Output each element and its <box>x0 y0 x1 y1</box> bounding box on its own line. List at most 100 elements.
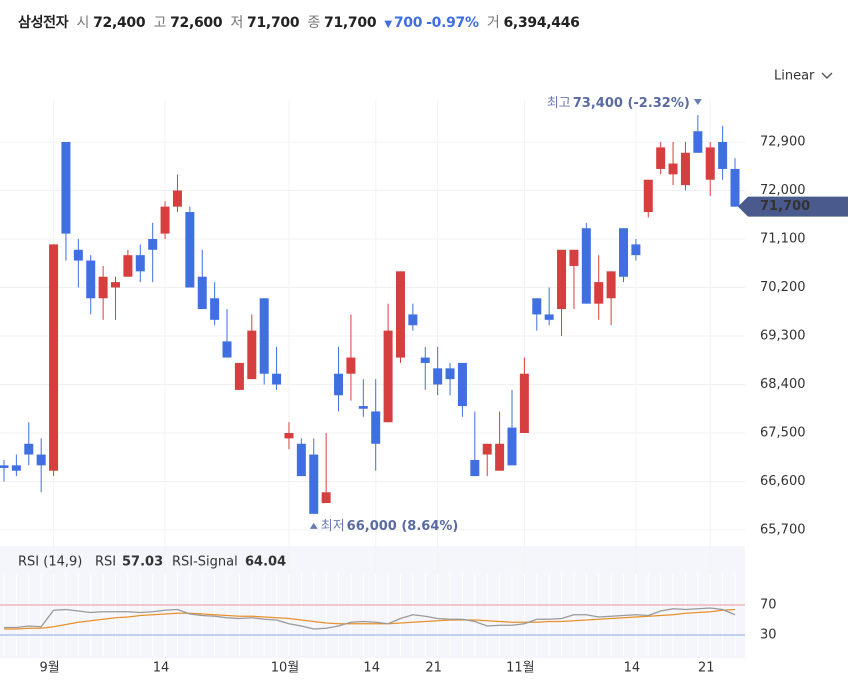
rsi-panel <box>0 546 745 658</box>
candle-body <box>197 276 207 310</box>
candle-body <box>606 271 616 299</box>
x-tick-label: 21 <box>425 661 442 676</box>
candle-body <box>557 249 567 310</box>
candle-body <box>631 244 641 256</box>
annotation: 최저 66,000 (8.64%) <box>309 518 459 533</box>
y-tick-label: 68,400 <box>760 377 806 392</box>
candle-body <box>247 330 257 380</box>
candle-body <box>185 212 195 288</box>
candle-body <box>470 459 480 477</box>
candle-body <box>172 190 182 207</box>
candle-body <box>519 373 529 433</box>
candle-body <box>668 163 678 175</box>
candle-body <box>210 298 220 320</box>
candle-body <box>135 255 145 272</box>
candle-body <box>358 406 368 409</box>
x-tick-label: 14 <box>363 661 380 676</box>
annotation-label: 최고 <box>547 96 571 111</box>
annotation-label: 최저 <box>321 518 345 533</box>
change-pct: -0.97% <box>426 15 479 31</box>
candle-body <box>11 465 21 471</box>
candle-body <box>371 411 381 444</box>
candle-body <box>433 368 443 385</box>
price-tag-label: 71,700 <box>760 199 810 214</box>
x-tick-label: 11월 <box>506 661 535 676</box>
rsi-title: RSI (14,9) <box>18 555 82 570</box>
chevron[interactable] <box>821 72 833 79</box>
close: 71,700 <box>324 15 377 31</box>
price-tag <box>738 196 848 217</box>
annotation-text: 최저 66,000 (8.64%) <box>321 518 459 533</box>
candle-body <box>581 228 591 304</box>
down-arrow: ▼ <box>384 19 392 30</box>
marker <box>309 522 318 529</box>
candle-body <box>569 249 579 266</box>
y-tick-label: 71,100 <box>760 232 806 247</box>
scale-selector[interactable]: Linear <box>774 69 815 84</box>
x-tick-label: 14 <box>153 661 170 676</box>
annotation-text: 최고 73,400 (-2.32%) <box>547 96 690 111</box>
change: 700 <box>393 15 423 31</box>
candle-body <box>73 249 83 261</box>
label: 저 <box>230 15 244 31</box>
candle-body <box>594 282 604 304</box>
candle-body <box>309 454 319 514</box>
candle-body <box>532 298 542 315</box>
rsi-line <box>4 608 736 630</box>
candle-body <box>408 314 418 326</box>
volume: 6,394,446 <box>503 15 580 31</box>
candle-body <box>234 362 244 390</box>
candle-body <box>284 433 294 439</box>
y-tick-label: 72,900 <box>760 135 806 150</box>
y-tick-label: 65,700 <box>760 523 806 538</box>
candle-body <box>123 255 133 277</box>
candle-body <box>730 168 740 207</box>
candle-body <box>321 492 331 504</box>
x-tick-label: 10월 <box>271 661 300 676</box>
stock-name: 삼성전자 <box>18 15 69 31</box>
candle-body <box>395 271 405 358</box>
candle-body <box>259 298 269 374</box>
candle-body <box>693 131 703 153</box>
label: 종 <box>307 15 321 31</box>
candle-body <box>544 314 554 320</box>
candle-body <box>24 443 34 455</box>
candle-body <box>272 373 282 385</box>
x-tick-label: 14 <box>624 661 641 676</box>
candle-body <box>656 147 666 169</box>
rsi-tick-label: 30 <box>760 628 777 643</box>
annotation: 최고 73,400 (-2.32%) <box>547 96 702 111</box>
candle-body <box>222 341 232 358</box>
y-tick-label: 69,300 <box>760 329 806 344</box>
candle-body <box>49 244 59 471</box>
candle-body <box>507 427 517 466</box>
candle-body <box>98 276 108 299</box>
annotation-value: 73,400 (-2.32%) <box>573 96 690 111</box>
candle-body <box>160 206 170 234</box>
candle-body <box>346 357 356 374</box>
candle-body <box>36 454 46 466</box>
candle-body <box>445 368 455 380</box>
x-tick-label: 9월 <box>39 661 59 676</box>
legend-name: RSI <box>95 555 116 570</box>
marker <box>693 99 702 106</box>
rsi-line <box>4 607 736 630</box>
high: 72,600 <box>170 15 223 31</box>
low: 71,700 <box>247 15 300 31</box>
y-tick-label: 66,600 <box>760 474 806 489</box>
label: 고 <box>153 15 167 31</box>
label: 거 <box>486 15 500 31</box>
y-tick-label: 72,000 <box>760 183 806 198</box>
open: 72,400 <box>93 15 146 31</box>
candle-body <box>0 465 9 469</box>
label: 시 <box>76 15 90 31</box>
candle-body <box>296 443 306 477</box>
candle-body <box>148 239 158 250</box>
candle-body <box>680 152 690 186</box>
legend-value: 64.04 <box>245 555 286 570</box>
annotation-value: 66,000 (8.64%) <box>347 518 459 533</box>
candle-body <box>619 228 628 277</box>
candle-body <box>705 147 715 180</box>
